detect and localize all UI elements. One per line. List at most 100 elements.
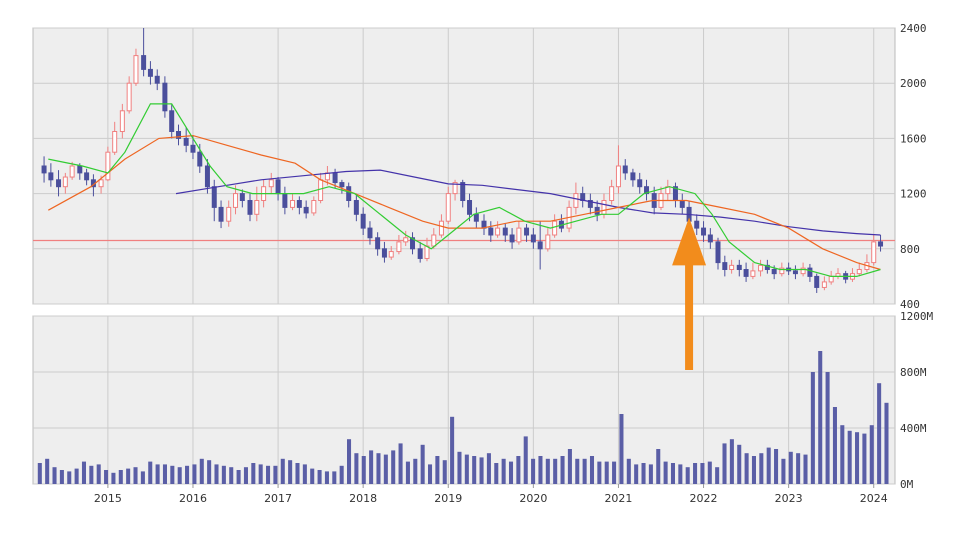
volume-tick-label: 800M (900, 366, 927, 379)
candle-down (715, 241, 721, 264)
candle-up (552, 220, 558, 236)
volume-bar (796, 453, 801, 484)
candle-up (800, 267, 806, 275)
candle-up (318, 179, 324, 202)
volume-bar (737, 444, 742, 484)
candle-up (226, 206, 232, 222)
volume-bar (192, 464, 197, 484)
candle-down (197, 151, 203, 167)
candle-down (467, 200, 473, 215)
volume-bar (832, 407, 837, 484)
candle-down (84, 172, 90, 181)
candle-down (488, 227, 494, 236)
candle-up (729, 264, 735, 270)
candle-up (545, 234, 551, 250)
candle-up (758, 264, 764, 272)
volume-bar (612, 461, 617, 484)
candle-down (183, 137, 189, 146)
volume-bar (361, 456, 366, 484)
candle-up (119, 110, 125, 133)
candle-down (360, 213, 366, 229)
volume-bar (877, 383, 882, 484)
candle-up (431, 234, 437, 247)
candle-down (77, 165, 83, 174)
volume-bar (126, 468, 131, 484)
volume-tick-label: 0M (900, 478, 914, 491)
time-axis: 2015 2016 2017 2018 2019 2020 2021 2022 2023 2024 (94, 484, 888, 505)
candle-down (537, 241, 543, 250)
candle-down (644, 186, 650, 195)
candle-down (332, 172, 338, 184)
volume-bar (236, 470, 241, 484)
arrow-marker (672, 217, 707, 370)
volume-tick-label: 1200M (900, 310, 933, 323)
volume-bar (288, 460, 293, 484)
volume-bar (840, 425, 845, 484)
candle-up (495, 227, 501, 236)
volume-bar (405, 461, 410, 484)
x-tick-label: 2018 (349, 492, 377, 505)
volume-bars (37, 351, 889, 484)
x-tick-label: 2017 (264, 492, 292, 505)
volume-bar (715, 467, 720, 484)
candle-up (311, 200, 317, 214)
volume-bar (604, 461, 609, 484)
candle-down (701, 227, 707, 236)
x-tick-label: 2023 (775, 492, 803, 505)
volume-bar (398, 443, 403, 484)
candle-down (239, 193, 245, 202)
candle-down (48, 172, 54, 181)
volume-bar (707, 461, 712, 484)
volume-bar (523, 436, 528, 484)
volume-bar (531, 458, 536, 484)
candle-down (367, 227, 373, 239)
x-tick-label: 2024 (860, 492, 888, 505)
candle-up (871, 241, 877, 264)
volume-axis: 1200M 800M 400M 0M (900, 310, 933, 491)
candle-down (346, 186, 352, 201)
volume-bar (825, 372, 830, 484)
volume-bar (347, 439, 352, 484)
volume-bar (383, 454, 388, 484)
volume-bar (273, 465, 278, 484)
x-tick-label: 2022 (690, 492, 718, 505)
ma-short-line (48, 103, 881, 277)
volume-panel-background (32, 315, 896, 485)
volume-bar (575, 458, 580, 484)
volume-bar (59, 470, 64, 484)
volume-bar (634, 464, 639, 484)
candle-down (296, 200, 302, 208)
volume-bar (685, 467, 690, 484)
volume-bar (788, 451, 793, 484)
volume-bar (258, 464, 263, 484)
ma-long-line (175, 169, 881, 236)
candle-up (615, 165, 621, 188)
volume-bar (538, 456, 543, 484)
candle-down (807, 267, 813, 277)
volume-bar (560, 456, 565, 484)
volume-bar (369, 450, 374, 484)
candle-up (573, 193, 579, 208)
volume-bar (457, 451, 462, 484)
volume-bar (214, 464, 219, 484)
volume-tick-label: 400M (900, 422, 927, 435)
candle-up (105, 151, 111, 181)
candle-up (609, 186, 615, 201)
candle-down (154, 75, 160, 84)
volume-bar (700, 463, 705, 484)
volume-bar (589, 456, 595, 484)
candle-up (403, 237, 409, 243)
candle-up (750, 270, 756, 277)
candle-up (254, 200, 260, 215)
candle-down (303, 206, 309, 214)
volume-bar (280, 458, 285, 484)
candle-down (204, 165, 210, 188)
volume-bar (376, 453, 381, 484)
volume-bar (656, 449, 661, 484)
candle-down (707, 234, 713, 243)
candle-up (445, 193, 451, 222)
volume-bar (324, 471, 329, 484)
volume-bar (96, 464, 101, 484)
volume-bar (855, 432, 860, 484)
